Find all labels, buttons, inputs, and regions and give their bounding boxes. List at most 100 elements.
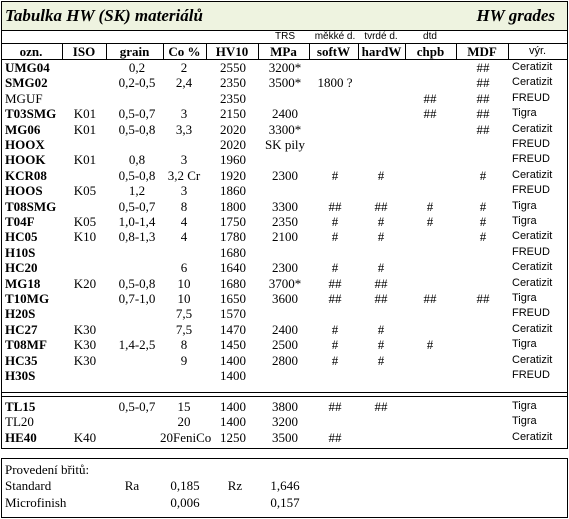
- table-cell: K20: [73, 275, 97, 291]
- table-cell: #: [377, 229, 385, 245]
- table-cell: 3,2 Cr: [167, 167, 201, 183]
- column-header: ISO: [72, 44, 96, 59]
- table-cell: 1750: [220, 214, 246, 229]
- column-header: chpb: [416, 44, 445, 59]
- table-cell: Tigra: [512, 400, 537, 412]
- table-frame: [1, 30, 568, 449]
- column-header: hardW: [361, 44, 402, 59]
- table-cell: ##: [328, 399, 342, 414]
- header-divider: [508, 43, 509, 59]
- table-cell: 10: [177, 275, 191, 291]
- grade-name: KCR08: [5, 167, 47, 183]
- grade-name: HE40: [5, 429, 37, 445]
- table-cell: 4: [180, 229, 188, 245]
- table-cell: 1400: [220, 399, 246, 414]
- page-subtitle: HW grades: [476, 6, 555, 25]
- table-cell: 1650: [220, 291, 246, 306]
- table-cell: FREUD: [512, 153, 550, 166]
- table-cell: 1860: [220, 183, 246, 199]
- header-divider: [106, 43, 107, 59]
- table-cell: 0,8-1,3: [118, 229, 156, 245]
- grade-name: H20S: [5, 306, 36, 322]
- grade-name: MGUF: [5, 90, 43, 106]
- table-cell: 2400: [272, 321, 298, 337]
- footer-cell: 1,646: [270, 478, 300, 493]
- grade-name: H10S: [5, 244, 36, 260]
- table-cell: 7,5: [175, 306, 193, 322]
- header-divider: [258, 43, 259, 59]
- table-cell: ##: [476, 90, 490, 106]
- table-cell: ##: [423, 90, 437, 106]
- table-cell: #: [426, 337, 434, 353]
- table-cell: FREUD: [512, 245, 550, 258]
- table-cell: #: [426, 198, 434, 214]
- table-cell: 1960: [220, 152, 246, 168]
- super-header: dtd: [423, 31, 437, 42]
- table-cell: Ceratizit: [512, 168, 553, 181]
- table-cell: 1780: [220, 229, 246, 245]
- table-cell: 2500: [272, 337, 298, 353]
- table-cell: ##: [476, 106, 490, 122]
- footer-cell: Microfinish: [5, 495, 67, 510]
- table-cell: 2300: [272, 260, 298, 276]
- table-cell: #: [331, 260, 339, 276]
- table-cell: 3300*: [268, 121, 302, 137]
- footer-cell: Standard: [5, 478, 52, 493]
- table-cell: #: [377, 214, 385, 229]
- table-cell: 15: [177, 399, 191, 414]
- grade-name: HC35: [5, 352, 38, 368]
- grade-name: TL15: [5, 399, 36, 414]
- table-cell: 2,4: [175, 75, 193, 91]
- table-cell: FREUD: [512, 369, 550, 381]
- column-header: MPa: [270, 44, 297, 59]
- table-cell: #: [377, 260, 385, 276]
- table-cell: ##: [423, 106, 437, 122]
- footer-cell: Ra: [124, 478, 140, 493]
- grade-name: TL20: [5, 414, 34, 430]
- table-cell: K40: [73, 429, 97, 445]
- header-divider: [62, 43, 63, 59]
- table-cell: Ceratizit: [512, 76, 553, 89]
- table-cell: 1800: [220, 198, 246, 214]
- grade-name: HC27: [5, 321, 38, 337]
- column-header: grain: [119, 44, 150, 59]
- column-header: HV10: [215, 44, 249, 59]
- grade-name: HOOS: [5, 183, 43, 199]
- title-bar: [1, 1, 568, 31]
- table-cell: 3200*: [268, 60, 302, 75]
- table-cell: 4: [180, 214, 188, 229]
- grade-name: T04F: [5, 214, 35, 229]
- table-cell: FREUD: [512, 307, 550, 320]
- grade-name: T08SMG: [5, 198, 57, 214]
- group-separator: [1, 392, 567, 393]
- table-cell: #: [479, 167, 487, 183]
- table-cell: ##: [423, 291, 437, 306]
- table-cell: 0,2-0,5: [118, 75, 156, 91]
- table-cell: Tigra: [512, 215, 537, 227]
- header-divider: [405, 43, 406, 59]
- table-cell: ##: [476, 291, 490, 306]
- table-cell: ##: [476, 75, 490, 91]
- table-cell: Tigra: [512, 107, 537, 120]
- table-cell: ##: [374, 198, 388, 214]
- table-cell: 0,5-0,7: [118, 198, 156, 214]
- table-cell: #: [377, 337, 385, 353]
- table-cell: ##: [328, 429, 342, 445]
- table-cell: Ceratizit: [512, 353, 553, 366]
- column-header: softW: [316, 44, 351, 59]
- grade-name: HOOX: [5, 137, 45, 152]
- table-cell: 2350: [220, 75, 246, 91]
- table-cell: K30: [73, 337, 97, 353]
- table-cell: 3: [180, 152, 188, 168]
- table-cell: 3700*: [268, 275, 302, 291]
- table-cell: #: [331, 167, 339, 183]
- table-cell: SK pily: [264, 137, 306, 152]
- super-header: měkké d.: [314, 31, 356, 42]
- table-cell: ##: [374, 275, 388, 291]
- table-cell: Ceratizit: [512, 276, 553, 289]
- table-cell: 0,5-0,8: [118, 275, 156, 291]
- table-cell: Tigra: [512, 292, 537, 304]
- table-cell: 0,7-1,0: [118, 291, 156, 306]
- table-cell: 2020: [220, 121, 246, 137]
